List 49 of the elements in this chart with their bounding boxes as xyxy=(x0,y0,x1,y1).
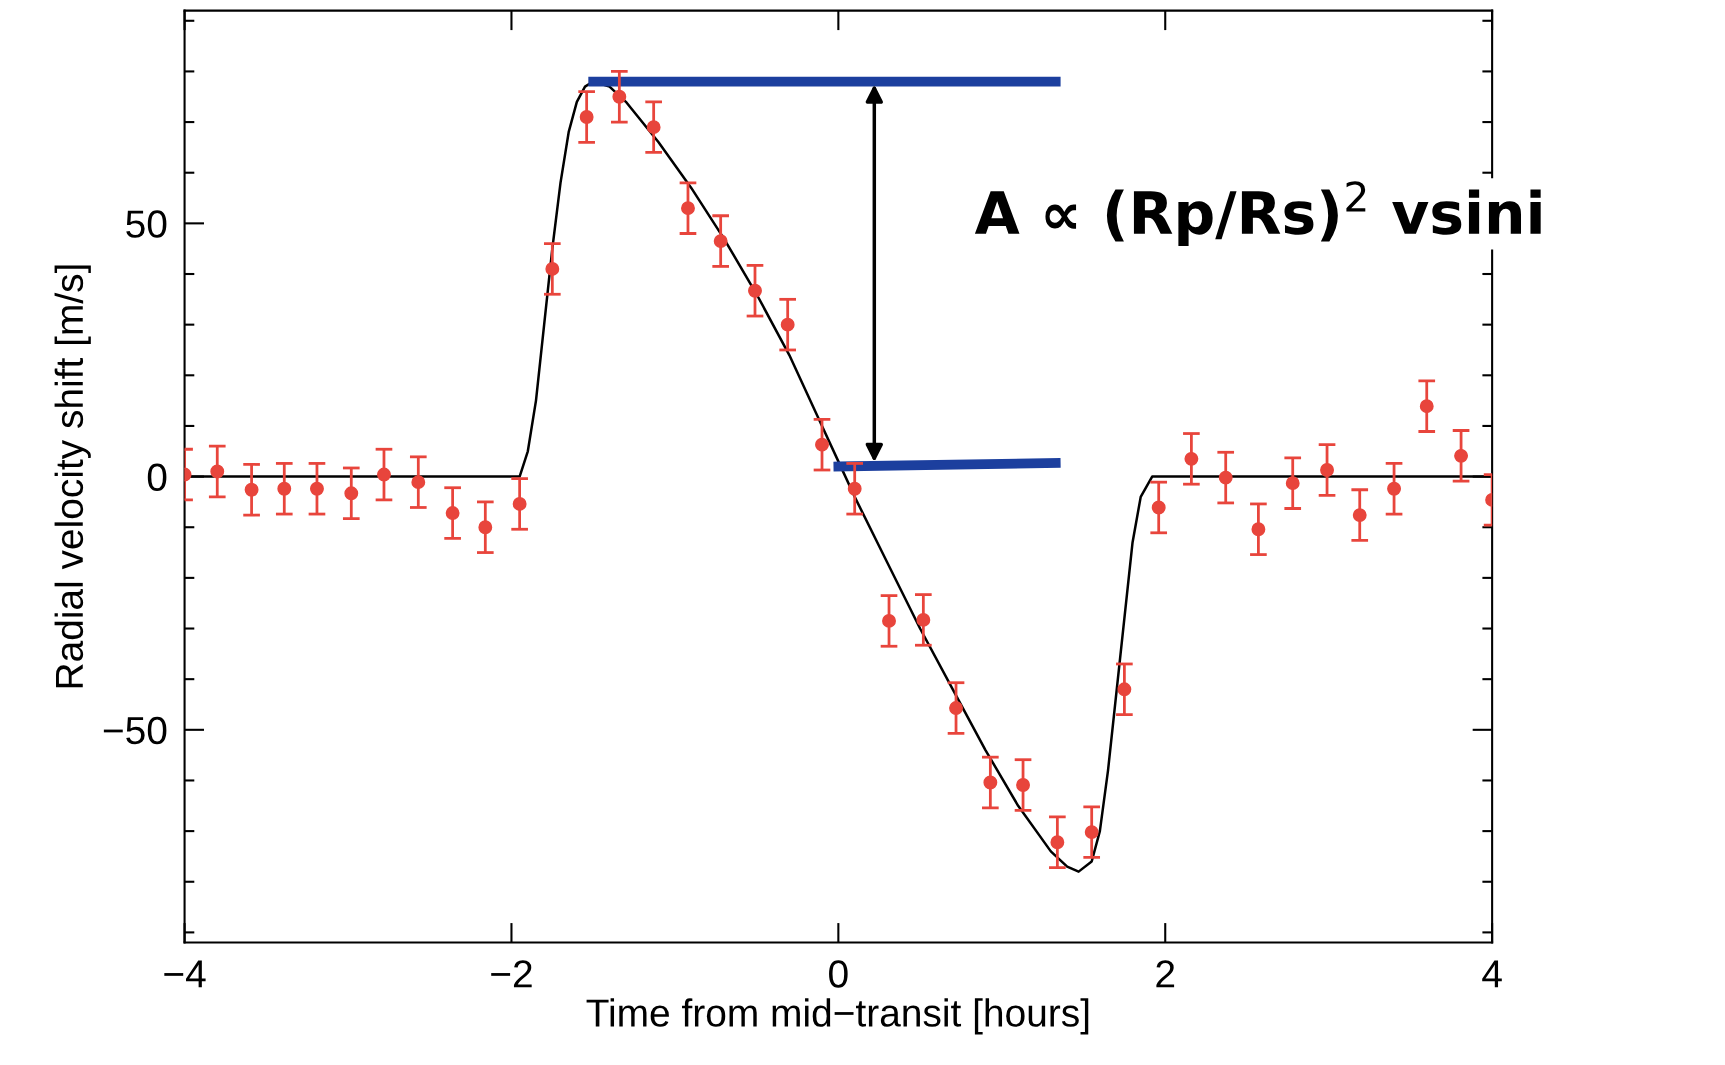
point xyxy=(1151,500,1166,515)
x-axis-title: Time from mid−transit [hours] xyxy=(586,998,1089,1035)
point xyxy=(512,496,527,511)
point xyxy=(1387,481,1402,496)
point xyxy=(748,283,762,298)
y-axis-title: Radial velocity shift [m/s] xyxy=(54,265,91,688)
y-tick-label: 0 xyxy=(147,463,167,492)
point xyxy=(1117,682,1132,697)
point xyxy=(815,437,829,452)
point xyxy=(1251,522,1266,537)
x-tick-label: 0 xyxy=(829,960,848,988)
point xyxy=(244,482,259,497)
x-tick-label: −4 xyxy=(164,960,206,988)
point xyxy=(1320,463,1334,477)
point xyxy=(579,110,594,124)
point xyxy=(882,613,896,628)
point xyxy=(411,475,426,490)
point xyxy=(1218,470,1233,485)
point xyxy=(344,486,359,501)
point xyxy=(545,261,560,276)
annotation: A ∝ (Rp/Rs)$^{2}$ vsini xyxy=(974,181,1541,246)
point xyxy=(310,481,324,496)
x-tick-label: 4 xyxy=(1482,960,1502,988)
point xyxy=(1084,825,1099,840)
point xyxy=(478,520,493,535)
y-tick-label: −50 xyxy=(103,716,167,745)
point xyxy=(916,612,931,627)
point xyxy=(1454,448,1469,463)
point xyxy=(1352,508,1367,523)
point xyxy=(612,89,627,104)
point xyxy=(445,506,460,520)
point xyxy=(1050,835,1065,850)
point xyxy=(847,481,862,496)
x-tick-label: 2 xyxy=(1156,960,1175,988)
y-tick-label: 50 xyxy=(126,210,167,238)
point xyxy=(646,120,661,135)
point xyxy=(780,317,795,332)
point xyxy=(983,775,998,790)
point xyxy=(713,234,728,249)
point xyxy=(1285,476,1300,491)
point xyxy=(1419,399,1434,414)
point xyxy=(1184,451,1199,466)
point xyxy=(377,467,391,482)
point xyxy=(277,481,292,496)
point xyxy=(681,201,695,216)
point xyxy=(949,701,963,715)
x-tick-label: −2 xyxy=(491,960,532,988)
point xyxy=(210,464,225,479)
point xyxy=(1016,778,1030,792)
